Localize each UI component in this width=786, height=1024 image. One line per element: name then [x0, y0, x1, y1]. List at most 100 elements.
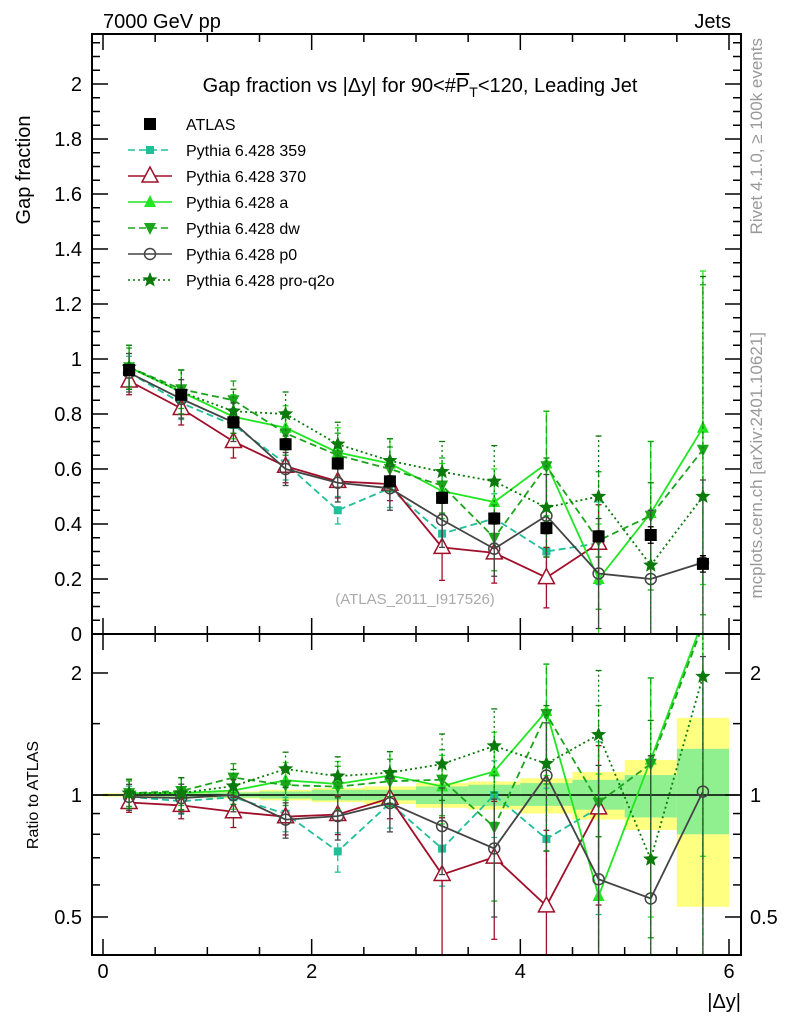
- legend-marker: [140, 165, 160, 183]
- y-axis-label: Gap fraction: [13, 116, 35, 225]
- series-1-point: [333, 506, 342, 515]
- y-tick-label: 0: [71, 624, 82, 646]
- series-0-point: [175, 388, 188, 401]
- series-4-line: [128, 366, 704, 542]
- series-0-point: [331, 457, 344, 470]
- legend-label: ATLAS: [186, 117, 236, 134]
- legend-item: Pythia 6.428 359: [128, 143, 306, 160]
- series-5-line: [128, 371, 704, 580]
- series-0-point: [592, 530, 605, 543]
- series-6-point: [695, 488, 711, 503]
- ratio-tick-label-right: 0.5: [750, 907, 778, 929]
- header-left: 7000 GeV pp: [103, 11, 221, 33]
- series-5-ratio-point: [331, 809, 344, 823]
- series-6-point: [330, 436, 346, 451]
- series-6-ratio-point: [538, 755, 554, 771]
- y-tick-label: 1.6: [54, 184, 82, 206]
- series-6-ratio-point: [434, 756, 450, 771]
- series-1-ratio-point: [333, 847, 342, 856]
- series-6-point: [225, 403, 241, 418]
- y-tick-label: 0.4: [54, 514, 82, 536]
- series-6-ratio-point: [382, 764, 398, 780]
- series-0-point: [227, 416, 240, 429]
- main-panel-data: [119, 270, 711, 634]
- series-5-point: [488, 542, 501, 555]
- ratio-panel-data: [92, 634, 741, 955]
- series-6-point: [434, 463, 450, 479]
- y-tick-label: 1.8: [54, 129, 82, 151]
- legend-label: Pythia 6.428 370: [186, 169, 306, 186]
- series-5-ratio-point: [435, 819, 449, 833]
- x-axis-label: |Δy|: [707, 991, 741, 1013]
- series-0-point: [540, 522, 553, 535]
- rivet-label: Rivet 4.1.0, ≥ 100k events: [747, 38, 766, 234]
- series-5-point: [331, 476, 344, 489]
- series-2-ratio-point: [537, 895, 556, 913]
- series-6-ratio-point: [643, 851, 659, 866]
- series-6-point: [643, 557, 659, 572]
- series-6-ratio-point: [278, 761, 294, 776]
- y-tick-label: 1.2: [54, 294, 82, 316]
- legend-label: Pythia 6.428 pro-q2o: [186, 273, 335, 290]
- legend-marker: [144, 223, 156, 235]
- series-6-point: [278, 406, 294, 421]
- series-0-point: [488, 512, 501, 525]
- y-tick-label: 0.6: [54, 459, 82, 481]
- series-6-point: [382, 452, 398, 468]
- series-5-ratio-point: [488, 842, 501, 855]
- series-6-point: [538, 499, 554, 514]
- series-5-point: [279, 462, 292, 476]
- plot-layer: 0 2 4 6 0 0.2 0.4 0.6 0.8 1 1.2 1.4 1.6 1.8 2 0.5 0.5 1 1 2…: [54, 33, 778, 983]
- legend-label: Pythia 6.428 dw: [186, 221, 300, 238]
- series-6-ratio-point: [330, 768, 346, 783]
- series-1-line: [128, 371, 599, 553]
- analysis-watermark: (ATLAS_2011_I917526): [335, 591, 495, 608]
- series-6-point: [486, 473, 502, 488]
- series-5-ratio-point: [383, 796, 397, 810]
- series-6-ratio-point: [173, 785, 189, 800]
- legend-item: Pythia 6.428 370: [128, 165, 306, 186]
- legend-item: Pythia 6.428 pro-q2o: [128, 272, 335, 290]
- ratio-tick-label: 1: [71, 785, 82, 807]
- ratio-tick-label-right: 2: [750, 663, 761, 685]
- series-0-point: [644, 529, 657, 541]
- series-3-ratio-point: [488, 764, 501, 777]
- series-4-point: [540, 461, 553, 474]
- y-tick-label: 0.8: [54, 404, 82, 426]
- series-5-ratio-point: [696, 785, 710, 798]
- series-5-ratio-point: [592, 872, 605, 886]
- series-4-ratio-line: [129, 634, 701, 829]
- legend-label: Pythia 6.428 a: [186, 195, 288, 212]
- series-6-ratio-point: [695, 668, 711, 683]
- series-5-point: [592, 567, 605, 580]
- series-3-line: [128, 366, 704, 581]
- legend-marker: [146, 146, 154, 154]
- header-right: Jets: [694, 11, 731, 33]
- series-0-point: [383, 475, 396, 488]
- legend-item: Pythia 6.428 dw: [128, 221, 300, 238]
- series-2-ratio-line: [129, 797, 600, 908]
- chart-title: Gap fraction vs |Δy| for 90<#PT<120, Lea…: [203, 75, 638, 100]
- series-0-point: [279, 438, 292, 451]
- series-6-ratio-point: [486, 737, 502, 753]
- series-1-ratio-line: [129, 793, 600, 853]
- legend-item: Pythia 6.428 a: [128, 195, 288, 212]
- series-6-ratio-point: [591, 726, 607, 742]
- y-tick-label: 1: [71, 349, 82, 371]
- ratio-tick-label-right: 1: [750, 785, 761, 807]
- series-6-ratio-point: [225, 778, 241, 793]
- series-0-point: [436, 491, 449, 504]
- title-sub: T: [469, 84, 478, 100]
- series-4-point: [696, 444, 709, 457]
- series-6-ratio-line: [129, 676, 704, 862]
- ratio-y-axis-label: Ratio to ATLAS: [25, 741, 42, 849]
- title-post: <120, Leading Jet: [478, 75, 638, 97]
- series-2-line: [128, 380, 600, 579]
- legend-label: Pythia 6.428 359: [186, 143, 306, 160]
- series-5-ratio-line: [129, 773, 704, 900]
- y-tick-label: 1.4: [54, 239, 82, 261]
- y-tick-label: 2: [71, 74, 82, 96]
- legend-label: Pythia 6.428 p0: [186, 247, 297, 264]
- series-0-point: [696, 557, 709, 570]
